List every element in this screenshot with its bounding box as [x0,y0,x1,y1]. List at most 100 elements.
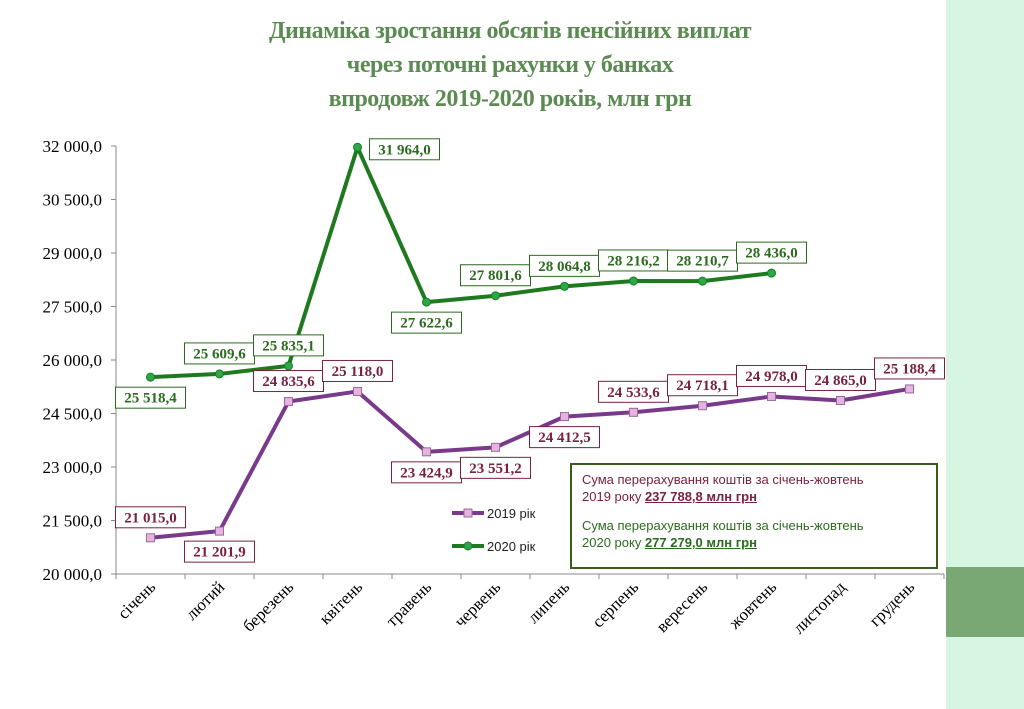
data-point-2019 [284,397,293,407]
x-tick-label: грудень [865,577,918,630]
x-tick-label: лютий [182,577,228,623]
data-point-2019 [560,412,569,422]
data-point-2019 [146,533,155,543]
x-tick-label: січень [114,577,160,623]
legend-marker-2019 [463,508,473,518]
data-label-box-2019 [322,359,393,382]
data-label-2019: 23 424,9 [400,465,453,481]
data-label-2019: 21 015,0 [124,510,177,526]
legend-marker-2020 [463,541,473,551]
summary-2020-text-line-2: 2020 року 277 279,0 млн грн [582,534,926,551]
x-tick-label: травень [382,577,435,630]
data-label-box-2020 [369,138,440,161]
y-tick-label: 23 000,0 [43,458,103,477]
summary-2020-text-line-1: Сума перерахування коштів за січень-жовт… [582,518,864,533]
chart-data-labels: 21 015,0 21 201,9 24 835,6 25 118,0 23 424,9… [115,138,945,563]
data-label-2020: 27 801,6 [469,268,522,284]
data-point-2020 [767,268,776,278]
data-label-2020: 25 609,6 [193,346,246,362]
data-label-2019: 24 718,1 [676,378,729,394]
side-panel-block [946,567,1024,637]
y-tick-label: 29 000,0 [43,244,103,263]
data-label-2019: 21 201,9 [193,545,246,561]
data-point-2019 [767,391,776,401]
x-tick-label: березень [239,577,297,635]
y-tick-label: 20 000,0 [43,565,103,584]
data-label-box-2020 [736,241,807,264]
y-tick-label: 30 500,0 [43,191,103,210]
data-label-box-2019 [460,456,531,479]
data-point-2019 [491,442,500,452]
data-point-2019 [215,526,224,536]
data-point-2020 [698,276,707,286]
summary-2019-text-line-2: 2019 року 237 788,8 млн грн [582,488,926,505]
x-tick-label: вересень [653,577,712,636]
data-label-2020: 28 210,7 [676,254,729,270]
x-tick-label: липень [524,577,574,627]
data-label-2020: 25 835,1 [262,338,315,354]
data-point-2019 [629,407,638,417]
data-label-box-2019 [115,506,186,529]
x-tick-label: червень [451,577,505,631]
summary-2019-prefix: 2019 року [582,489,645,504]
summary-2019: Сума перерахування коштів за січень-жовт… [582,471,926,505]
data-label-box-2020 [115,386,186,409]
chart-title: Динаміка зростання обсягів пенсійних вип… [180,14,840,116]
chart-legend: 2019 рік 2020 рік [452,506,536,554]
y-tick-label: 24 500,0 [43,405,103,424]
data-point-2020 [146,372,155,382]
legend-label-2019: 2019 рік [487,506,536,521]
data-label-box-2020 [391,311,462,334]
data-label-2020: 28 064,8 [538,259,591,275]
summary-2020: Сума перерахування коштів за січень-жовт… [582,517,926,551]
x-tick-label: листопад [789,577,849,637]
chart-title-line-2: через поточні рахунки у банках [346,52,674,78]
data-point-2019 [422,447,431,457]
data-point-2020 [560,281,569,291]
summary-2019-text-line-1: Сума перерахування коштів за січень-жовт… [582,472,864,487]
data-point-2019 [698,401,707,411]
data-point-2020 [491,291,500,301]
data-label-2019: 24 978,0 [745,369,798,385]
summary-2020-value: 277 279,0 млн грн [644,535,757,550]
line-chart: 20 000,0 21 500,0 23 000,0 24 500,0 26 000,0… [43,137,945,638]
data-label-2020: 28 436,0 [745,246,798,262]
data-label-2020: 25 518,4 [124,391,177,407]
chart-title-line-3: впродовж 2019-2020 років, млн грн [328,86,692,112]
data-label-2020: 27 622,6 [400,316,453,332]
data-point-2020 [629,276,638,286]
x-tick-label: жовтень [724,577,780,633]
x-tick-label: квітень [316,577,367,628]
summary-2019-value: 237 788,8 млн грн [644,489,757,504]
data-label-2019: 25 188,4 [883,361,936,377]
y-tick-label: 27 500,0 [43,298,103,317]
data-label-2020: 31 964,0 [378,142,431,158]
data-point-2019 [905,384,914,394]
y-tick-label: 26 000,0 [43,351,103,370]
data-point-2020 [353,142,362,152]
data-label-2019: 24 835,6 [262,374,315,390]
data-label-box-2019 [874,357,945,380]
data-point-2019 [353,386,362,396]
series-line-2020 [150,145,772,380]
data-label-2019: 24 865,0 [814,373,867,389]
data-point-2020 [215,369,224,379]
data-point-2019 [836,395,845,405]
data-label-box-2019 [529,426,600,449]
y-tick-label: 32 000,0 [43,137,103,156]
y-tick-label: 21 500,0 [43,512,103,531]
data-label-2019: 23 551,2 [469,461,522,477]
data-label-2019: 24 533,6 [607,385,660,401]
chart-title-line-1: Динаміка зростання обсягів пенсійних вип… [268,18,752,44]
data-label-box-2020 [253,334,324,357]
summary-2020-prefix: 2020 року [582,535,645,550]
legend-label-2020: 2020 рік [487,539,536,554]
data-label-2020: 28 216,2 [607,253,660,269]
data-point-2020 [284,361,293,371]
data-label-2019: 25 118,0 [332,364,384,380]
data-label-box-2019 [805,368,876,391]
summary-box: Сума перерахування коштів за січень-жовт… [570,463,938,569]
data-point-2020 [422,297,431,307]
data-label-2019: 24 412,5 [538,430,591,446]
x-tick-label: серпень [588,577,642,631]
